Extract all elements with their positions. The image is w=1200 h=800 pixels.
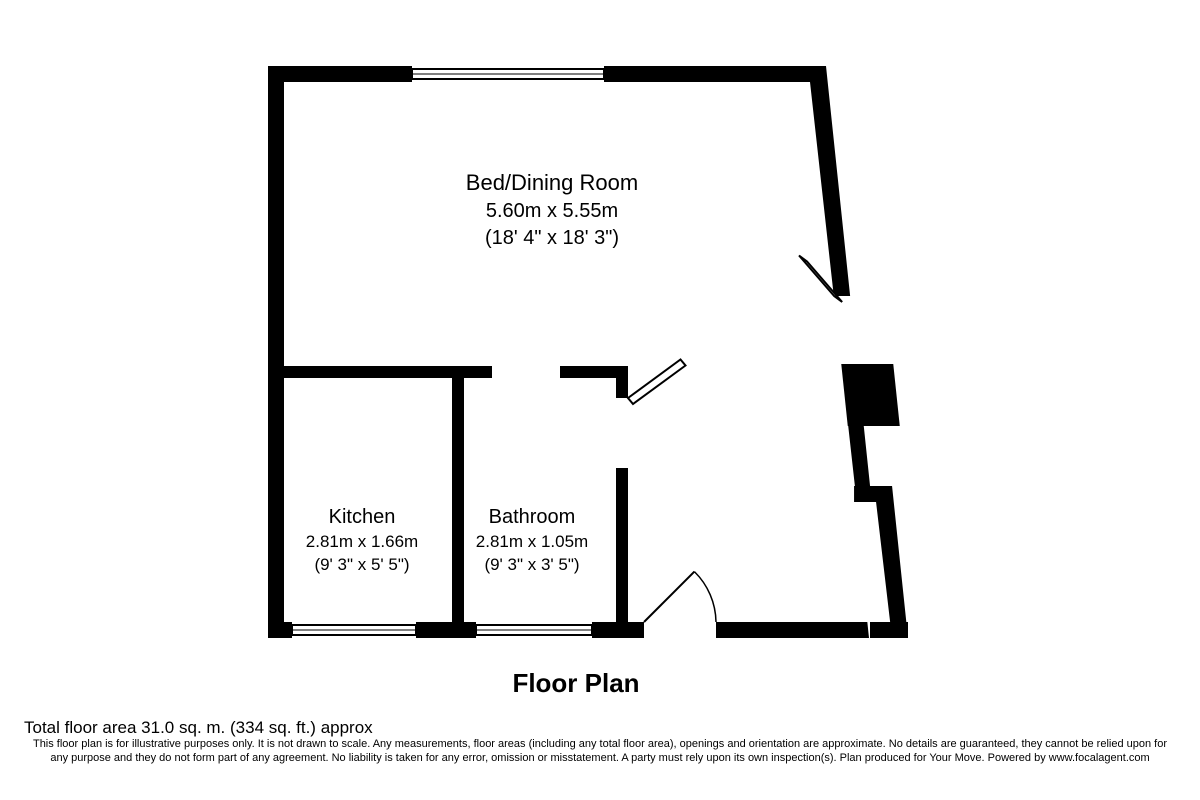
room-dims-imperial: (18' 4" x 18' 3") [466,225,638,252]
entry-door-arc [694,572,716,622]
bathroom-door-leaf [628,360,686,405]
label-bathroom: Bathroom 2.81m x 1.05m (9' 3" x 3' 5") [476,504,588,577]
room-name: Kitchen [306,504,418,531]
entry-door-opening [644,621,716,639]
room-dims-metric: 5.60m x 5.55m [466,198,638,225]
plan-title: Floor Plan [512,668,639,699]
right-wall-pier [841,364,900,426]
room-name: Bed/Dining Room [466,168,638,198]
bathroom-right-wall-lower [616,468,628,622]
disclaimer-text: This floor plan is for illustrative purp… [24,738,1176,766]
entry-door-leaf [644,572,694,622]
label-kitchen: Kitchen 2.81m x 1.66m (9' 3" x 5' 5") [306,504,418,577]
room-name: Bathroom [476,504,588,531]
room-dims-imperial: (9' 3" x 3' 5") [476,554,588,577]
bottom-wall-extension [870,622,908,638]
room-dims-imperial: (9' 3" x 5' 5") [306,554,418,577]
label-bed-dining: Bed/Dining Room 5.60m x 5.55m (18' 4" x … [466,168,638,252]
bathroom-right-wall-upper [616,366,628,398]
room-dims-metric: 2.81m x 1.66m [306,531,418,554]
kitchen-bathroom-wall [452,366,464,622]
floorplan-canvas: Bed/Dining Room 5.60m x 5.55m (18' 4" x … [0,0,1200,800]
total-area-text: Total floor area 31.0 sq. m. (334 sq. ft… [24,718,373,738]
room-dims-metric: 2.81m x 1.05m [476,531,588,554]
